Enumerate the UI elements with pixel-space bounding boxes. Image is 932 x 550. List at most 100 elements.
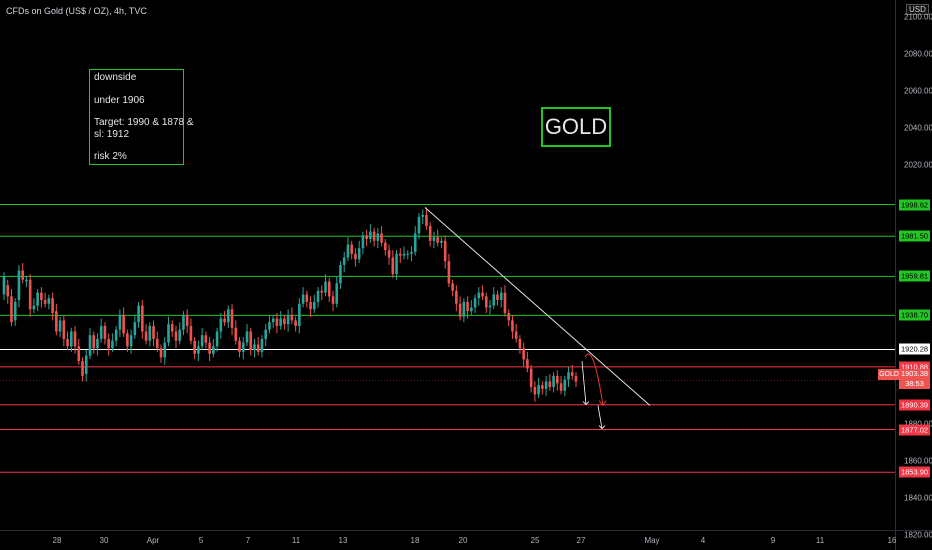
candle-body-18 [69, 331, 73, 347]
time-tick-8: 20 [458, 536, 468, 545]
price-tick-7: 2080.00 [904, 49, 932, 59]
price-tick-5: 2040.00 [904, 123, 932, 133]
candle-body-6 [25, 279, 28, 282]
candle-body-35 [133, 322, 137, 336]
candle-body-34 [129, 335, 133, 347]
candle-body-137 [514, 331, 518, 339]
red-curve-arrow [584, 353, 604, 406]
level-badge-3: 1938.70 [899, 309, 930, 321]
red-curve-arrowhead [598, 400, 607, 407]
candle-body-2 [10, 296, 13, 323]
candle-body-86 [324, 281, 327, 293]
trade-note-box[interactable]: downside under 1906 Target: 1990 & 1878 … [89, 69, 194, 165]
candle-body-10 [40, 292, 43, 301]
candle-body-75 [283, 318, 286, 325]
candle-body-50 [189, 325, 193, 341]
candle-body-89 [335, 283, 339, 304]
candle-body-65 [245, 331, 249, 343]
candle-body-136 [511, 320, 514, 332]
candle-body-133 [499, 292, 503, 301]
trendline [424, 207, 651, 406]
candle-body-130 [488, 305, 492, 308]
price-tick-4: 2020.00 [904, 160, 932, 170]
candle-body-64 [241, 342, 245, 352]
candle-body-125 [470, 307, 473, 312]
candle-body-43 [163, 342, 167, 358]
time-tick-15: 16 [887, 536, 897, 545]
time-tick-9: 25 [530, 536, 540, 545]
candle-body-33 [126, 333, 129, 347]
candle-body-131 [492, 294, 496, 306]
candle-body-36 [137, 305, 140, 323]
candle-body-114 [428, 226, 432, 241]
candle-body-152 [570, 372, 574, 376]
candle-body-142 [533, 387, 537, 395]
level-badge-4: 1920.28 [899, 343, 930, 355]
note-line-target: Target: 1990 & 1878 & [94, 117, 194, 128]
candle-body-105 [395, 253, 398, 275]
candle-body-28 [107, 338, 110, 349]
price-tick-1: 1840.00 [904, 493, 932, 503]
candle-body-108 [406, 253, 410, 255]
white-arrowhead-1 [582, 401, 590, 406]
candle-body-30 [114, 329, 118, 341]
candle-body-24 [92, 335, 96, 349]
time-tick-6: 13 [338, 536, 348, 545]
level-badge-0: 1998.62 [899, 199, 930, 211]
candle-body-59 [223, 318, 226, 323]
price-tick-2: 1860.00 [904, 456, 932, 466]
candle-body-132 [496, 294, 499, 301]
candle-body-110 [413, 233, 417, 252]
candle-body-37 [141, 305, 144, 332]
candle-body-90 [339, 264, 342, 284]
candle-body-118 [443, 240, 447, 262]
gold-label-box[interactable]: GOLD [541, 107, 611, 147]
candle-body-126 [473, 298, 477, 308]
last-price-badge: 1903.38 38:53 [899, 369, 930, 389]
candle-body-15 [58, 320, 62, 332]
time-tick-11: May [644, 536, 660, 545]
candle-body-31 [118, 314, 122, 330]
candle-body-98 [369, 231, 372, 239]
candle-body-57 [215, 331, 219, 347]
time-tick-3: 5 [198, 536, 204, 545]
candle-body-62 [234, 327, 238, 341]
candle-body-143 [537, 385, 540, 395]
candle-body-144 [541, 385, 544, 389]
candle-body-58 [219, 318, 223, 332]
candle-body-1 [6, 285, 10, 297]
candle-body-72 [271, 318, 275, 323]
candle-body-19 [73, 331, 77, 347]
currency-label[interactable]: USD [906, 4, 929, 15]
candle-body-107 [402, 253, 406, 256]
candle-body-151 [567, 372, 570, 380]
candle-body-29 [111, 340, 114, 349]
candle-body-145 [544, 381, 548, 389]
candle-body-4 [17, 270, 21, 301]
candle-body-21 [81, 361, 84, 376]
candle-body-7 [28, 279, 32, 310]
time-tick-4: 7 [245, 536, 251, 545]
candle-body-135 [507, 313, 511, 321]
candle-body-61 [230, 309, 234, 328]
level-badge-8: 1853.90 [899, 466, 930, 478]
candle-body-23 [88, 335, 92, 356]
level-badge-6: 1890.39 [899, 399, 930, 411]
candle-body-48 [182, 314, 185, 330]
note-line-risk: risk 2% [94, 151, 127, 162]
candle-body-111 [417, 216, 421, 234]
candle-body-81 [305, 294, 309, 302]
candle-body-12 [47, 298, 51, 304]
candle-body-117 [440, 240, 443, 243]
candle-body-82 [309, 301, 312, 310]
time-tick-12: 4 [700, 536, 706, 545]
candle-body-153 [574, 375, 578, 382]
candle-body-45 [170, 324, 174, 332]
candle-body-124 [466, 301, 469, 312]
candle-body-70 [264, 329, 267, 339]
time-tick-1: 30 [99, 536, 109, 545]
candle-body-11 [43, 300, 47, 304]
candle-body-93 [350, 244, 353, 254]
price-tick-8: 2100.00 [904, 12, 932, 22]
